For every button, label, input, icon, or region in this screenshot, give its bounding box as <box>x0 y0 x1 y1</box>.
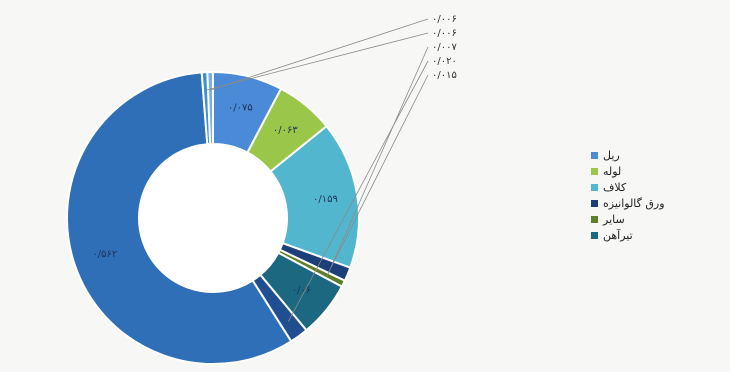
callout-label-2: ۰/۰۰۷ <box>432 42 457 53</box>
donut-hole <box>140 145 286 291</box>
legend-label-1: لوله <box>603 165 621 178</box>
callout-label-1: ۰/۰۰۶ <box>432 28 457 39</box>
callout-line-4 <box>330 74 429 268</box>
callouts-group: ۰/۰۰۶ ۰/۰۰۶ ۰/۰۰۷ ۰/۰۲۰ ۰/۰۱۵ <box>205 14 457 322</box>
legend: ریل لوله کلاف ورق گالوانیزه سایر تیرآهن <box>591 149 665 242</box>
legend-label-3: ورق گالوانیزه <box>603 197 665 210</box>
callout-label-0: ۰/۰۰۶ <box>432 14 457 25</box>
slice-label-2: ۰/۱۵۹ <box>313 194 338 205</box>
callout-label-3: ۰/۰۲۰ <box>432 56 457 67</box>
slice-7 <box>66 71 293 365</box>
callout-line-2 <box>326 46 429 276</box>
legend-label-0: ریل <box>603 149 620 162</box>
callout-line-3 <box>288 60 429 322</box>
slice-label-0: ۰/۰۷۵ <box>228 102 253 113</box>
legend-label-2: کلاف <box>603 181 627 194</box>
legend-swatch-5 <box>591 232 598 239</box>
legend-label-4: سایر <box>602 213 625 226</box>
slice-label-5: ۰/۰۶ <box>292 285 311 296</box>
legend-swatch-2 <box>591 184 598 191</box>
legend-swatch-3 <box>591 200 598 207</box>
callout-line-0 <box>210 18 429 91</box>
slice-label-1: ۰/۰۶۳ <box>273 125 298 136</box>
slice-label-7: ۰/۵۶۲ <box>92 249 117 260</box>
callout-label-4: ۰/۰۱۵ <box>432 70 457 81</box>
legend-label-5: تیرآهن <box>603 228 633 242</box>
legend-swatch-4 <box>591 216 598 223</box>
legend-swatch-0 <box>591 152 598 159</box>
legend-swatch-1 <box>591 168 598 175</box>
callout-line-1 <box>205 32 429 91</box>
slices-group: ۰/۰۷۵ ۰/۰۶۳ ۰/۱۵۹ ۰/۰۶ ۰/۵۶۲ <box>66 70 360 365</box>
